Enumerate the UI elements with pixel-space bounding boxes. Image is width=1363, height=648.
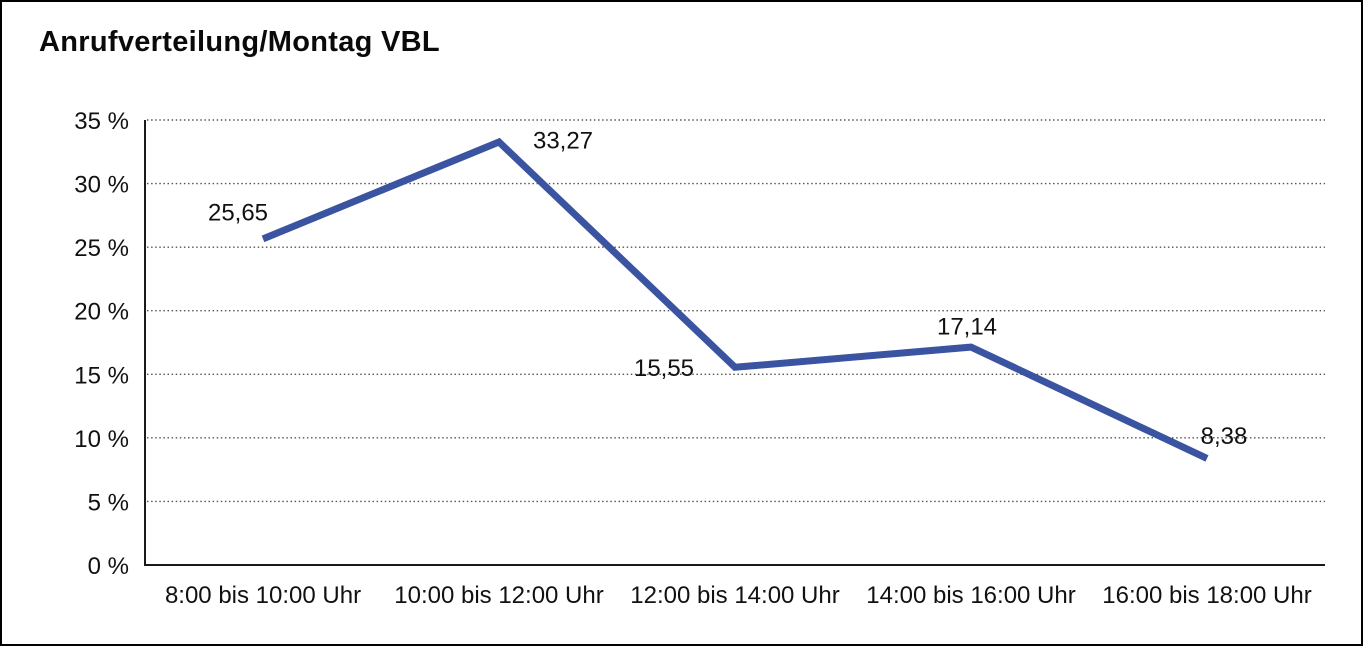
data-point-label: 8,38 bbox=[1201, 423, 1248, 450]
y-axis-tick-label: 20 % bbox=[74, 299, 129, 326]
data-point-label: 17,14 bbox=[937, 314, 997, 341]
y-axis-tick-label: 30 % bbox=[74, 172, 129, 199]
data-series-line bbox=[261, 137, 1209, 462]
x-axis-category-label: 10:00 bis 12:00 Uhr bbox=[394, 582, 603, 609]
x-axis-category-label: 8:00 bis 10:00 Uhr bbox=[165, 582, 361, 609]
x-axis-category-label: 14:00 bis 16:00 Uhr bbox=[866, 582, 1075, 609]
y-axis-tick-label: 0 % bbox=[88, 553, 129, 580]
y-axis-tick-label: 25 % bbox=[74, 235, 129, 262]
y-axis-tick-label: 15 % bbox=[74, 362, 129, 389]
data-point-label: 25,65 bbox=[208, 199, 268, 226]
chart-title: Anrufverteilung/Montag VBL bbox=[39, 26, 440, 58]
y-axis-tick-label: 10 % bbox=[74, 426, 129, 453]
y-axis-tick-label: 5 % bbox=[88, 489, 129, 516]
data-point-label: 15,55 bbox=[634, 355, 694, 382]
x-axis-category-label: 16:00 bis 18:00 Uhr bbox=[1102, 582, 1311, 609]
y-axis-tick-label: 35 % bbox=[74, 108, 129, 135]
x-axis-category-label: 12:00 bis 14:00 Uhr bbox=[630, 582, 839, 609]
data-point-label: 33,27 bbox=[533, 127, 593, 154]
